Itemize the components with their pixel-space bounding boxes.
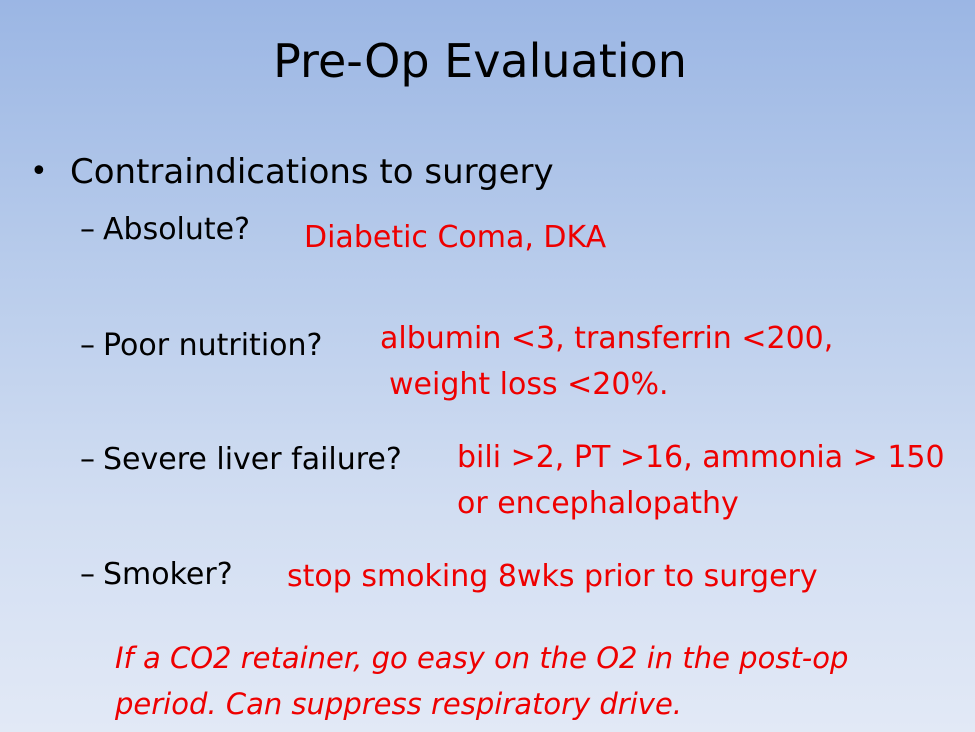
note-line-1: If a CO2 retainer, go easy on the O2 in …	[115, 641, 849, 675]
dash-marker: –	[80, 328, 95, 363]
answer-smoker-line-1: stop smoking 8wks prior to surgery	[287, 559, 818, 594]
bullet-contraindications: Contraindications to surgery	[70, 152, 554, 192]
answer-absolute-line-1: Diabetic Coma, DKA	[304, 220, 607, 255]
bullet-marker: •	[30, 154, 48, 189]
sub-item-label: Poor nutrition?	[103, 328, 323, 363]
note-line-2: period. Can suppress respiratory drive.	[115, 687, 683, 721]
answer-liver-line-2: or encephalopathy	[457, 486, 739, 521]
sub-item-liver-failure: – Severe liver failure?	[80, 442, 402, 478]
dash-marker: –	[80, 442, 95, 477]
answer-liver-line-1: bili >2, PT >16, ammonia > 150	[457, 440, 945, 475]
dash-marker: –	[80, 212, 95, 247]
answer-nutrition-line-1: albumin <3, transferrin <200,	[380, 321, 834, 356]
sub-item-smoker: – Smoker?	[80, 557, 233, 593]
sub-item-label: Severe liver failure?	[103, 442, 402, 477]
slide-title: Pre-Op Evaluation	[273, 34, 687, 88]
sub-item-label: Smoker?	[103, 557, 233, 592]
sub-item-label: Absolute?	[103, 212, 251, 247]
answer-nutrition-line-2: weight loss <20%.	[389, 367, 669, 402]
sub-item-absolute: – Absolute?	[80, 212, 250, 248]
sub-item-poor-nutrition: – Poor nutrition?	[80, 328, 322, 364]
dash-marker: –	[80, 557, 95, 592]
